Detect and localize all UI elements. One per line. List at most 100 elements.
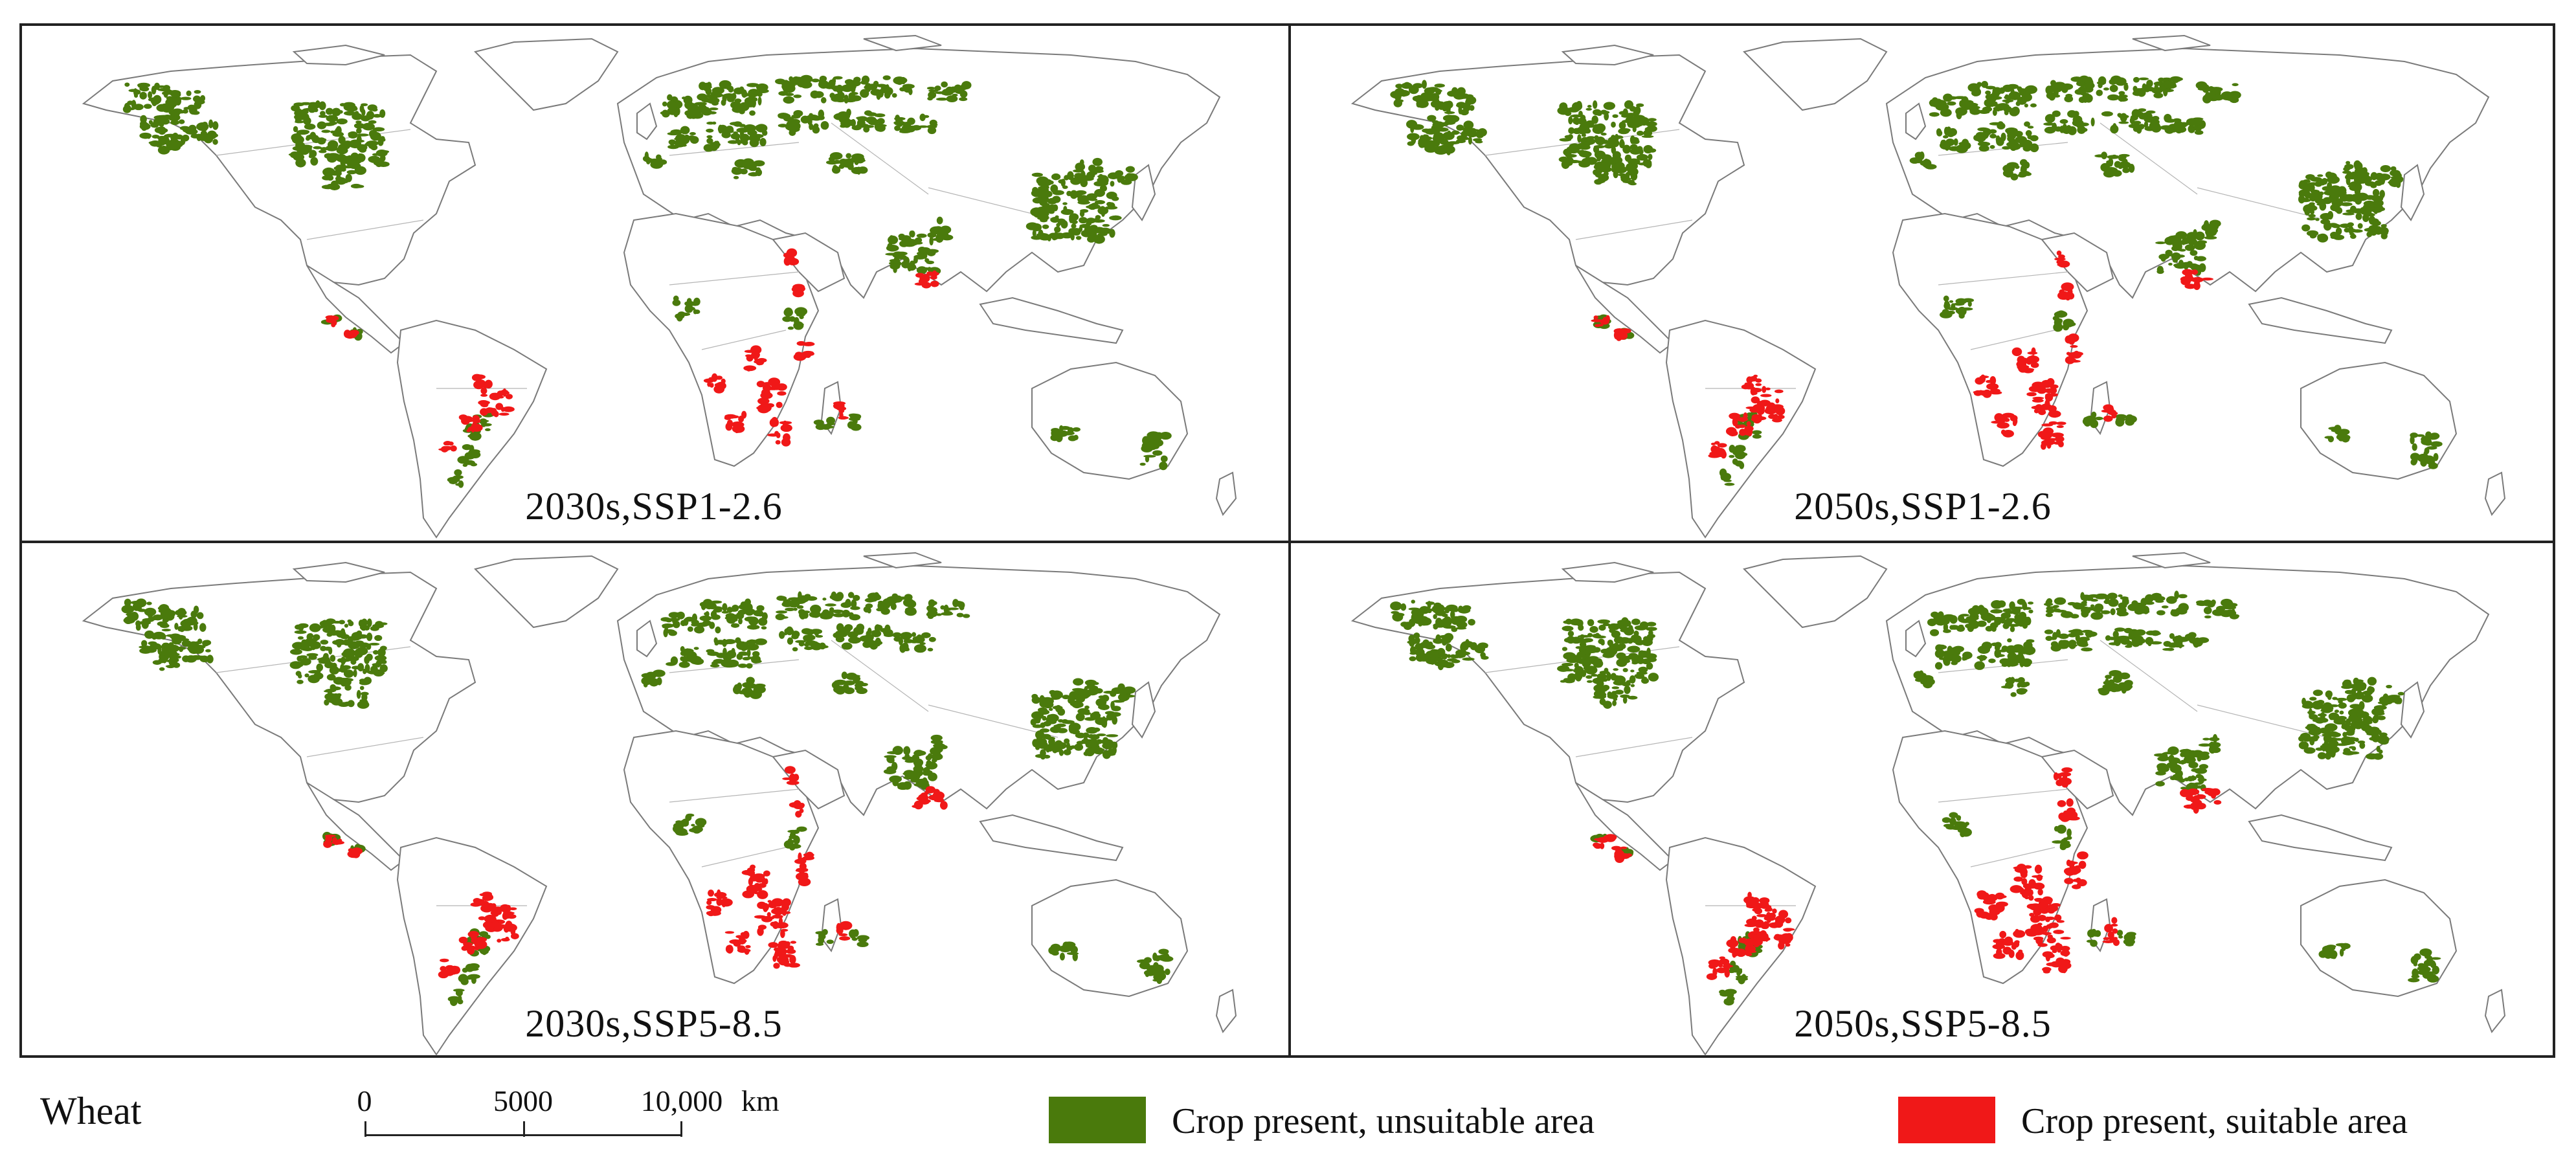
unsuitable-area-patch xyxy=(160,136,165,140)
unsuitable-area-patch xyxy=(644,151,649,160)
unsuitable-area-patch xyxy=(2044,629,2054,634)
unsuitable-area-patch xyxy=(1724,482,1735,486)
unsuitable-area-patch xyxy=(1988,658,1996,664)
unsuitable-area-patch xyxy=(327,175,334,181)
unsuitable-area-patch xyxy=(1989,101,1995,107)
suitable-area-patch xyxy=(2066,352,2071,355)
unsuitable-area-patch xyxy=(1456,124,1464,131)
unsuitable-area-patch xyxy=(1582,653,1587,660)
unsuitable-area-patch xyxy=(798,591,802,600)
unsuitable-area-patch xyxy=(1938,611,1944,620)
unsuitable-area-patch xyxy=(959,97,968,102)
unsuitable-area-patch xyxy=(1991,625,1997,632)
unsuitable-area-patch xyxy=(2335,943,2348,946)
suitable-area-patch xyxy=(2028,385,2042,392)
unsuitable-area-patch xyxy=(295,120,305,124)
unsuitable-area-patch xyxy=(2346,737,2357,742)
unsuitable-area-patch xyxy=(897,782,909,790)
unsuitable-area-patch xyxy=(907,117,915,126)
suitable-area-patch xyxy=(1614,849,1624,858)
world-map xyxy=(1350,552,2506,1056)
suitable-area-patch xyxy=(742,890,755,899)
unsuitable-area-patch xyxy=(347,636,353,645)
unsuitable-area-patch xyxy=(2059,311,2065,316)
unsuitable-area-patch xyxy=(2123,939,2130,943)
unsuitable-area-patch xyxy=(912,632,917,637)
unsuitable-area-patch xyxy=(676,313,683,322)
unsuitable-area-patch xyxy=(736,128,750,133)
unsuitable-area-patch xyxy=(454,469,462,476)
suitable-area-patch xyxy=(474,901,484,905)
unsuitable-area-patch xyxy=(854,683,862,688)
unsuitable-area-patch xyxy=(1035,699,1048,702)
suitable-area-patch xyxy=(1741,384,1751,390)
unsuitable-area-patch xyxy=(320,111,326,116)
unsuitable-area-patch xyxy=(1077,200,1090,205)
unsuitable-area-patch xyxy=(2338,186,2347,196)
unsuitable-area-patch xyxy=(1622,696,1628,704)
unsuitable-area-patch xyxy=(826,939,834,945)
unsuitable-area-patch xyxy=(1578,111,1583,118)
unsuitable-area-patch xyxy=(297,624,305,628)
suitable-area-patch xyxy=(458,414,468,421)
suitable-area-patch xyxy=(919,273,924,277)
unsuitable-area-patch xyxy=(865,598,875,603)
unsuitable-area-patch xyxy=(462,463,468,467)
unsuitable-area-patch xyxy=(1160,956,1174,962)
unsuitable-area-patch xyxy=(1934,649,1945,658)
unsuitable-area-patch xyxy=(709,107,719,111)
unsuitable-area-patch xyxy=(2169,776,2177,781)
unsuitable-area-patch xyxy=(362,122,375,131)
suitable-area-patch xyxy=(1752,403,1765,413)
unsuitable-area-patch xyxy=(735,637,741,644)
unsuitable-area-patch xyxy=(2005,610,2017,614)
unsuitable-area-patch xyxy=(813,123,819,129)
unsuitable-area-patch xyxy=(1958,313,1965,319)
unsuitable-area-patch xyxy=(1411,124,1424,130)
unsuitable-area-patch xyxy=(877,602,882,610)
unsuitable-area-patch xyxy=(148,641,157,645)
unsuitable-area-patch xyxy=(357,153,362,161)
unsuitable-area-patch xyxy=(367,670,379,675)
unsuitable-area-patch xyxy=(681,137,689,144)
unsuitable-area-patch xyxy=(1562,662,1574,667)
unsuitable-area-patch xyxy=(153,82,161,90)
unsuitable-area-patch xyxy=(1442,115,1456,122)
suitable-area-patch xyxy=(498,412,510,416)
unsuitable-area-patch xyxy=(850,935,856,939)
unsuitable-area-patch xyxy=(1989,133,1997,139)
unsuitable-area-patch xyxy=(1075,190,1087,196)
unsuitable-area-patch xyxy=(902,125,910,129)
unsuitable-area-patch xyxy=(2086,939,2095,943)
unsuitable-area-patch xyxy=(1934,662,1943,670)
unsuitable-area-patch xyxy=(934,85,941,91)
unsuitable-area-patch xyxy=(2120,637,2130,645)
suitable-area-patch xyxy=(1605,834,1616,842)
unsuitable-area-patch xyxy=(2173,644,2185,648)
unsuitable-area-patch xyxy=(1955,298,1967,304)
unsuitable-area-patch xyxy=(2130,115,2138,121)
unsuitable-area-patch xyxy=(888,757,895,764)
unsuitable-area-patch xyxy=(1126,166,1135,173)
unsuitable-area-patch xyxy=(1942,139,1947,149)
unsuitable-area-patch xyxy=(1462,605,1472,611)
unsuitable-area-patch xyxy=(377,161,390,167)
unsuitable-area-patch xyxy=(2133,76,2140,83)
unsuitable-area-patch xyxy=(1032,229,1036,237)
unsuitable-area-patch xyxy=(2096,593,2107,597)
suitable-area-patch xyxy=(799,808,804,814)
suitable-area-patch xyxy=(784,766,796,774)
unsuitable-area-patch xyxy=(2187,233,2197,241)
unsuitable-area-patch xyxy=(2353,192,2364,200)
unsuitable-area-patch xyxy=(2184,244,2195,251)
unsuitable-area-patch xyxy=(147,610,153,619)
unsuitable-area-patch xyxy=(1568,655,1580,661)
unsuitable-area-patch xyxy=(193,622,198,631)
unsuitable-area-patch xyxy=(364,656,370,664)
unsuitable-area-patch xyxy=(154,126,166,134)
unsuitable-area-patch xyxy=(2084,82,2095,89)
unsuitable-area-patch xyxy=(2096,611,2101,619)
unsuitable-area-patch xyxy=(1072,427,1081,432)
unsuitable-area-patch xyxy=(841,642,853,650)
unsuitable-area-patch xyxy=(326,674,336,681)
